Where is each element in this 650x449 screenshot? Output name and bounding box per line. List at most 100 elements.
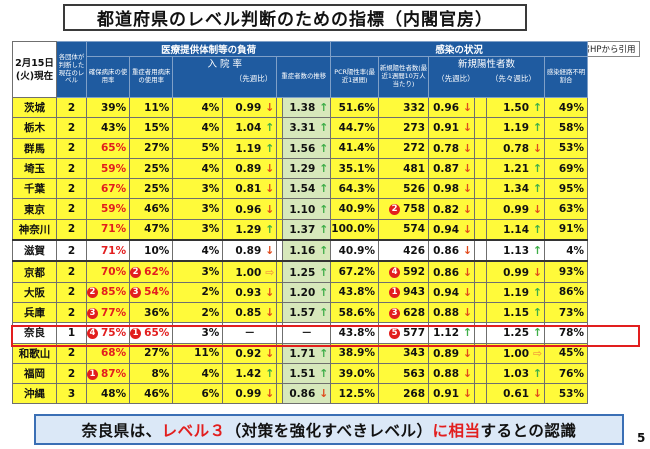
new-positive-value: 943 (403, 286, 426, 299)
pcr-positive-header: PCR陽性率(最近1週間) (330, 56, 380, 98)
conclusion-text-2: （対策を強化すべきレベル） (225, 421, 433, 440)
severe-bed-usage-cell: 46% (129, 383, 174, 405)
vs-two-weeks-header: （先々週比） (490, 73, 536, 83)
level-cell: 2 (56, 117, 87, 139)
severe-bed-usage-value: 8% (151, 367, 170, 380)
new-positive-ratio-header: 新規陽性者数 （先週比） （先々週比） (428, 56, 546, 98)
hospitalization-vs-prev-week-value: 0.99 (235, 102, 262, 115)
prefecture-label: 千葉 (24, 183, 45, 196)
severe-bed-usage-cell: 8% (129, 362, 174, 385)
hospitalization-vs-prev-week-value: 0.89 (235, 245, 262, 258)
new-positive-vs-prev-week-value: 0.94 (433, 286, 460, 299)
arrow-down-icon: ↓ (462, 202, 473, 216)
level-cell: 2 (56, 260, 87, 283)
bed-usage-cell: 48% (85, 383, 131, 405)
new-positive-vs-prev-week-value: 0.96 (433, 102, 460, 115)
new-positive-vs-prev-week-value: 0.86 (433, 266, 460, 279)
severe-trend-cell: 1.54 ↑ (282, 178, 332, 200)
level-cell: 2 (56, 281, 87, 303)
level-cell: 2 (56, 342, 87, 364)
bed-usage-value: 67% (101, 182, 127, 195)
unknown-route-value: 53% (558, 387, 585, 400)
hospitalization-vs-prev-week-value: 0.85 (235, 307, 262, 320)
new-positive-vs-two-weeks-value: 1.00 (503, 347, 530, 360)
bed-usage-value: 71% (101, 244, 127, 257)
new-positive-value: 426 (403, 244, 426, 257)
hospitalization-rate-value: 11% (194, 347, 220, 360)
level-cell: 2 (56, 157, 87, 180)
hospitalization-vs-prev-week-cell: － (222, 322, 278, 344)
severe-trend-cell: 1.56 ↑ (282, 137, 332, 159)
new-positive-value: 563 (403, 367, 426, 380)
new-positive-cell: 3 628 (378, 301, 430, 324)
new-positive-vs-two-weeks-value: 1.25 (503, 327, 530, 340)
hospitalization-rate-value: 4% (201, 162, 220, 175)
new-positive-value: 592 (403, 266, 426, 279)
severe-bed-usage-cell: 27% (129, 137, 174, 159)
arrow-up-icon: ↑ (532, 326, 543, 340)
severe-trend-value: 1.37 (289, 223, 316, 236)
arrow-down-icon: ↓ (265, 285, 275, 299)
unknown-route-cell: 69% (544, 157, 589, 180)
table-row: 栃木 2 43% 15% 4% 1.04 ↑ 3.31 ↑ 44.7% 273 0.91 ↓ 1.19 ↑ 5… (12, 117, 589, 139)
new-positive-vs-prev-week-cell: 0.96 ↓ (428, 96, 476, 119)
unknown-route-value: 63% (558, 203, 585, 216)
spacer-cell (474, 322, 488, 344)
new-positive-vs-two-weeks-value: 0.99 (503, 266, 530, 279)
bed-usage-cell: 4 75% (85, 322, 131, 344)
prefecture-label: 東京 (24, 203, 45, 216)
hospitalization-vs-prev-week-cell: 0.89 ↓ (222, 157, 278, 180)
infection-group-header: 感染の状況 (330, 41, 589, 57)
pcr-positive-cell: 43.8% (330, 322, 380, 344)
arrow-up-icon: ↑ (319, 285, 329, 299)
hospitalization-rate-cell: 3% (172, 260, 224, 283)
bed-usage-cell: 71% (85, 218, 131, 241)
conclusion-text-3: するとの認識 (480, 421, 577, 440)
new-positive-vs-two-weeks-value: 1.34 (503, 183, 530, 196)
severe-bed-usage-cell: 36% (129, 301, 174, 324)
arrow-down-icon: ↓ (319, 387, 329, 401)
severe-bed-usage-value: 62% (144, 266, 170, 279)
severe-bed-usage-cell: 3 54% (129, 281, 174, 303)
new-positive-vs-prev-week-value: 0.88 (433, 307, 460, 320)
severe-trend-cell: 1.37 ↑ (282, 218, 332, 241)
new-positive-vs-prev-week-cell: 0.86 ↓ (428, 239, 476, 262)
hospitalization-rate-cell: 6% (172, 383, 224, 405)
new-positive-cell: 332 (378, 96, 430, 119)
pcr-positive-cell: 58.6% (330, 301, 380, 324)
hospitalization-vs-prev-week-cell: 1.29 ↑ (222, 218, 278, 241)
bed-usage-value: 39% (101, 101, 127, 114)
arrow-right-icon: ⇨ (265, 265, 275, 279)
pcr-positive-value: 12.5% (338, 387, 376, 400)
severe-bed-usage-cell: 25% (129, 157, 174, 180)
table-row: 兵庫 2 3 77% 36% 2% 0.85 ↓ 1.57 ↑ 58.6% 3 628 0.88 ↓ 1.15… (12, 301, 589, 324)
new-positive-vs-two-weeks-cell: 1.34 ↑ (486, 178, 546, 200)
hospitalization-rate-cell: 3% (172, 322, 224, 344)
table-row: 沖縄 3 48% 46% 6% 0.99 ↓ 0.86 ↓ 12.5% 268 0.91 ↓ 0.61 ↓ 5… (12, 383, 589, 405)
prefecture-name: 群馬 (12, 137, 57, 159)
severe-bed-usage-cell: 47% (129, 218, 174, 241)
arrow-down-icon: ↓ (462, 101, 473, 115)
spacer-cell (474, 218, 488, 241)
severe-trend-cell: 0.86 ↓ (282, 383, 332, 405)
prefecture-label: 栃木 (24, 122, 45, 135)
new-positive-vs-prev-week-cell: 0.98 ↓ (428, 178, 476, 200)
hospitalization-vs-prev-week-value: 0.96 (235, 203, 262, 216)
severe-bed-usage-header: 重症者用病床の使用率 (129, 56, 174, 98)
spacer-cell (474, 178, 488, 200)
new-positive-value: 273 (403, 121, 426, 134)
bed-usage-cell: 70% (85, 260, 131, 283)
table-row: 大阪 2 2 85% 3 54% 2% 0.93 ↓ 1.20 ↑ 43.8% 1 943 0.94 ↓ 1.1… (12, 281, 589, 303)
prefecture-label: 滋賀 (24, 245, 45, 258)
arrow-up-icon: ↑ (319, 367, 329, 380)
arrow-up-icon: ↑ (265, 367, 275, 380)
hospitalization-vs-prev-week-value: 0.89 (235, 163, 262, 176)
severe-bed-usage-value: 36% (144, 306, 170, 319)
hospitalization-vs-prev-week-cell: 1.00 ⇨ (222, 260, 278, 283)
severe-bed-usage-cell: 46% (129, 198, 174, 220)
unknown-route-value: 4% (566, 244, 585, 257)
hospitalization-vs-prev-week-value: 0.93 (235, 286, 262, 299)
bed-usage-cell: 67% (85, 178, 131, 200)
page-title: 都道府県のレベル判断のための指標（内閣官房） (63, 4, 527, 31)
level-cell: 2 (56, 178, 87, 200)
